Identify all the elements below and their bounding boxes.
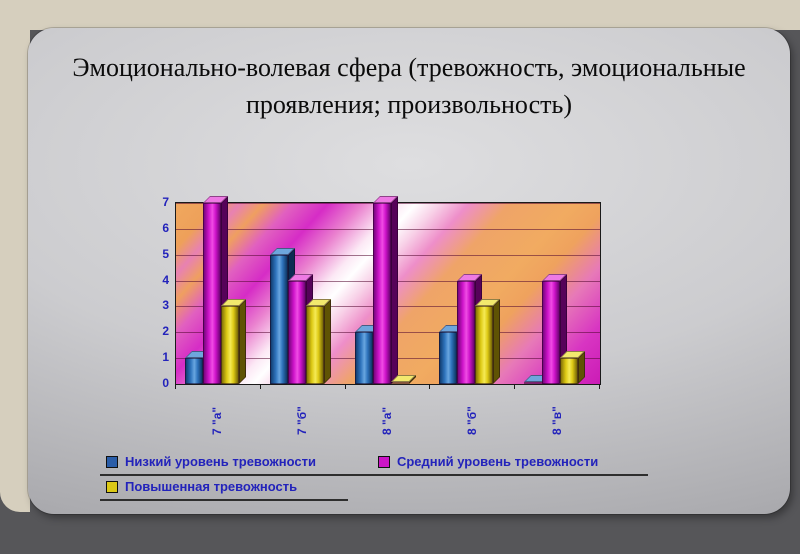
bar-series3-group4 — [475, 299, 501, 384]
legend-marker — [106, 480, 118, 493]
y-axis-label: 2 — [162, 324, 169, 339]
x-axis-tick — [344, 384, 346, 389]
bar-series3-group2 — [305, 299, 331, 384]
bar-front-face — [475, 306, 494, 384]
bar-front-face — [560, 358, 579, 384]
bar-series1-group5 — [524, 375, 550, 384]
x-axis-label: 7 "а" — [210, 406, 225, 436]
slide-frame-top — [0, 0, 800, 30]
bar-front-face — [305, 306, 324, 384]
x-axis-label: 8 "в" — [549, 406, 564, 436]
bar-series3-group1 — [221, 299, 246, 384]
bar-front-face — [185, 358, 203, 384]
chart-plot-area — [175, 196, 601, 385]
y-axis-label: 1 — [162, 350, 169, 365]
bar-front-face — [372, 203, 391, 384]
y-axis-label: 0 — [162, 376, 169, 390]
chart-legend: Низкий уровень тревожности Средний уровен… — [100, 451, 648, 501]
x-axis-tick — [599, 384, 600, 389]
y-axis-label: 3 — [162, 298, 169, 313]
x-axis-tick — [514, 384, 516, 389]
x-axis-tick — [175, 384, 176, 389]
bar-series1-group4 — [439, 325, 465, 384]
bar-series3-group3 — [390, 375, 416, 384]
slide-title: Эмоционально-волевая сфера (тревожность,… — [72, 53, 746, 119]
bar-series3-group5 — [560, 351, 586, 384]
bar-side-face — [323, 299, 331, 384]
bar-series2-group5 — [542, 273, 568, 384]
bar-front-face — [287, 280, 306, 384]
bar-front-face — [542, 280, 561, 384]
bar-front-face — [439, 332, 458, 384]
x-axis-tick — [259, 384, 261, 389]
legend-row: Низкий уровень тревожности Средний уровен… — [100, 451, 648, 476]
bar-series1-group1 — [185, 351, 210, 384]
bar-side-face — [493, 299, 501, 384]
bar-front-face — [390, 382, 409, 384]
legend-marker — [106, 455, 118, 468]
legend-row: Повышенная тревожность — [100, 476, 348, 501]
x-axis-tick — [429, 384, 431, 389]
legend-marker — [377, 455, 390, 468]
bar-series2-group4 — [457, 273, 483, 384]
legend-label: Средний уровень тревожности — [396, 454, 599, 469]
y-axis-label: 4 — [162, 272, 169, 287]
x-axis-label: 7 "б" — [295, 406, 310, 436]
bar-series1-group2 — [269, 247, 295, 384]
y-axis-label: 7 — [162, 195, 169, 209]
bar-series2-group2 — [287, 273, 313, 384]
bar-series2-group3 — [372, 196, 398, 384]
legend-label: Низкий уровень тревожности — [125, 454, 316, 469]
bar-series1-group3 — [354, 325, 380, 384]
bar-front-face — [457, 280, 476, 384]
bar-front-face — [203, 203, 221, 384]
legend-label: Повышенная тревожность — [125, 479, 298, 494]
bar-front-face — [221, 306, 239, 384]
bar-side-face — [239, 299, 246, 384]
slide: Эмоционально-волевая сфера (тревожность,… — [28, 28, 790, 514]
bar-series2-group1 — [203, 196, 228, 384]
y-axis-label: 6 — [162, 220, 169, 235]
x-axis-label: 8 "а" — [380, 406, 394, 436]
x-axis-label: 8 "б" — [464, 406, 479, 436]
bar-front-face — [269, 254, 288, 384]
legend-item: Повышенная тревожность — [106, 479, 297, 494]
bar-side-face — [390, 196, 398, 384]
bar-front-face — [524, 382, 543, 384]
slide-frame-left — [0, 0, 30, 512]
legend-item: Низкий уровень тревожности — [106, 454, 316, 469]
bar-front-face — [354, 332, 373, 384]
legend-item: Средний уровень тревожности — [377, 454, 599, 469]
y-axis-label: 5 — [162, 246, 169, 261]
